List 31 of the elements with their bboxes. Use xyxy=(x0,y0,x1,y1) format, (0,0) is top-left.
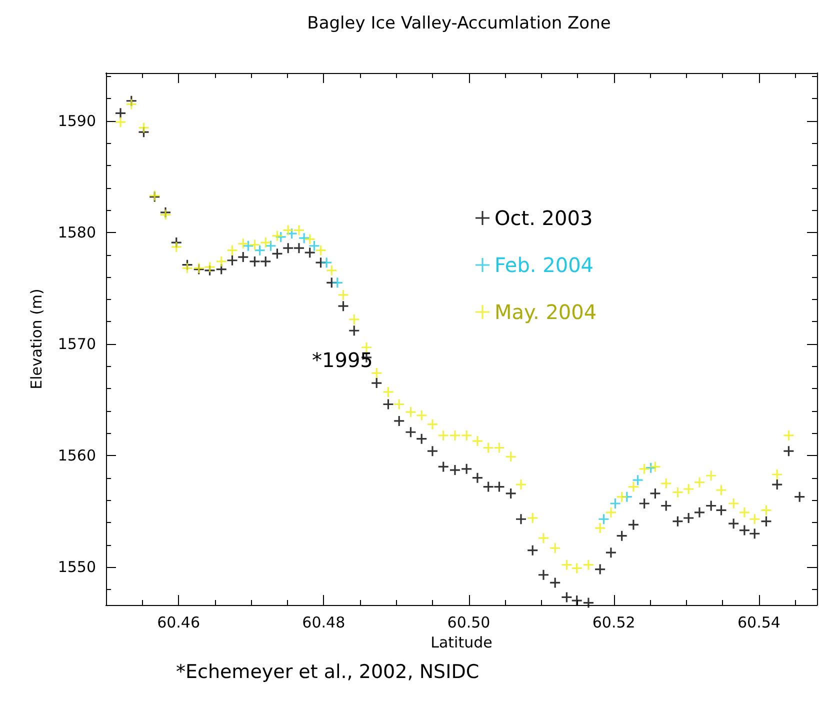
point xyxy=(332,276,344,288)
point xyxy=(320,256,332,268)
point xyxy=(645,462,657,474)
chart-title: Bagley Ice Valley-Accumlation Zone xyxy=(307,14,611,34)
y-tick-label: 1590 xyxy=(58,112,96,130)
y-tick-label: 1580 xyxy=(58,223,96,242)
y-tick-label: 1570 xyxy=(58,335,96,354)
point xyxy=(632,474,644,486)
annotation: *1995 xyxy=(312,348,373,372)
legend-label: Oct. 2003 xyxy=(494,206,593,230)
point xyxy=(275,231,287,243)
text: *Echemeyer et al., 2002, NSIDC xyxy=(176,661,480,683)
y-tick-label: 1550 xyxy=(58,558,96,576)
x-tick-label: 60.52 xyxy=(592,614,636,632)
point xyxy=(308,240,320,252)
y-axis-title: Elevation (m) xyxy=(28,288,46,390)
point xyxy=(598,513,610,525)
legend-label: May. 2004 xyxy=(494,300,597,324)
point xyxy=(298,232,310,244)
x-axis-title: Latitude xyxy=(430,633,492,652)
point xyxy=(286,228,298,240)
point xyxy=(242,240,254,252)
x-tick-label: 60.50 xyxy=(447,614,490,632)
point xyxy=(610,498,622,510)
x-tick-label: 60.48 xyxy=(302,614,346,632)
point xyxy=(254,244,266,256)
x-tick-label: 60.46 xyxy=(157,614,200,632)
point xyxy=(264,240,276,252)
x-tick-label: 60.54 xyxy=(737,614,780,632)
legend-label: Feb. 2004 xyxy=(494,253,594,277)
y-tick-label: 1560 xyxy=(58,446,96,465)
